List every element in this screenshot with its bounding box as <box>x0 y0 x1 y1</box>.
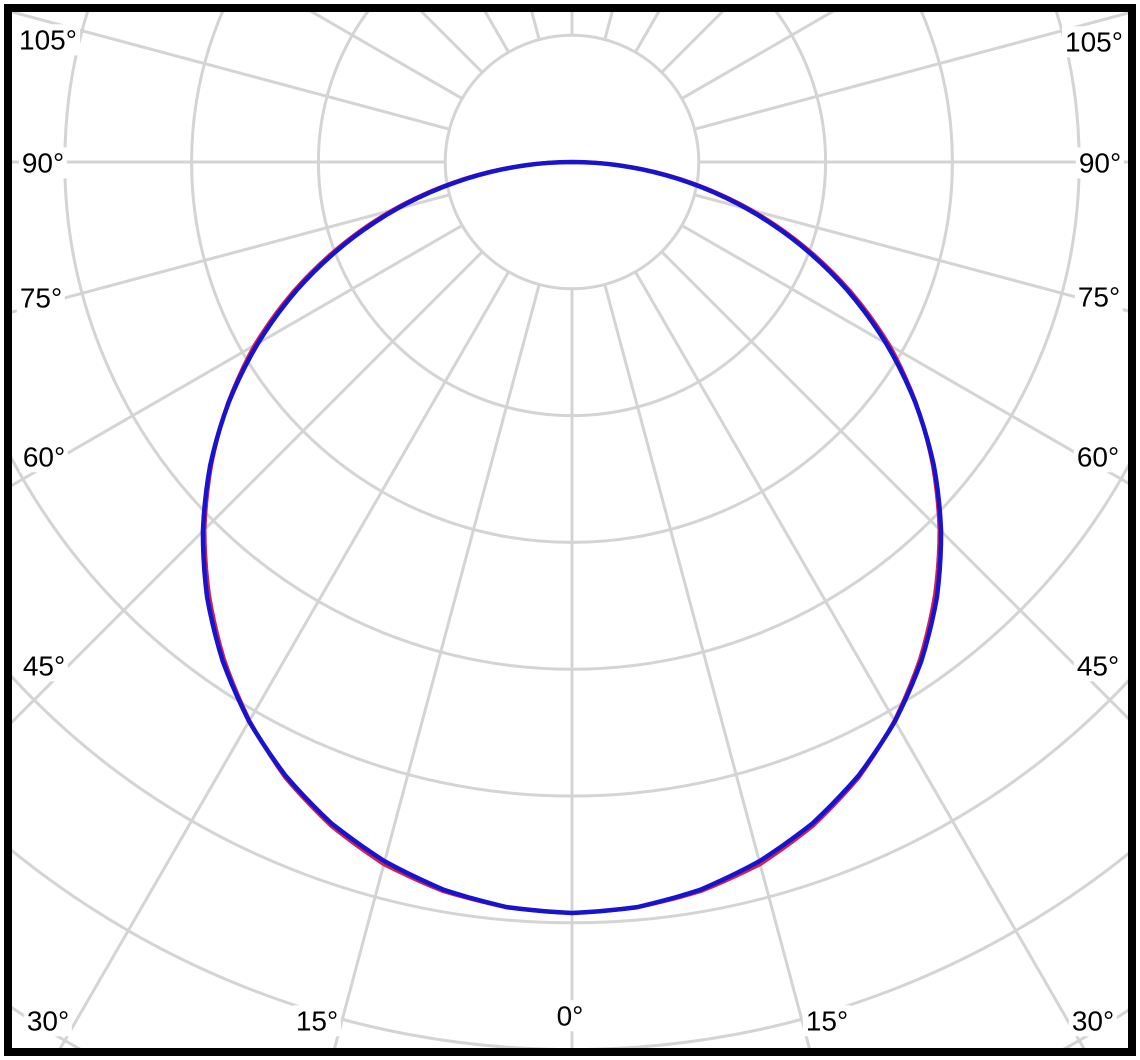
grid-radial-line <box>333 284 541 1048</box>
angle-tick-label: 45° <box>19 650 69 682</box>
angle-tick-label: 90° <box>18 147 68 179</box>
angle-tick-label: 30° <box>23 1005 73 1037</box>
grid-radial-line <box>58 271 510 1048</box>
grid-radial-line <box>603 284 811 1048</box>
angle-tick-label: 15° <box>292 1005 342 1037</box>
angle-tick-label: 60° <box>19 441 69 473</box>
angle-tick-label: 0° <box>553 1000 587 1032</box>
grid-radial-line <box>12 193 450 314</box>
grid-radial-line <box>12 12 450 131</box>
grid-radial-line <box>12 224 463 488</box>
blue-curve <box>200 159 944 916</box>
grid-radial-line <box>660 250 1128 721</box>
grid-radial-line <box>634 271 1086 1048</box>
chart-frame <box>4 4 1136 1056</box>
angle-tick-label: 90° <box>1075 147 1125 179</box>
angle-tick-label: 30° <box>1068 1005 1118 1037</box>
grid-radial-line <box>681 224 1128 485</box>
angle-tick-label: 45° <box>1073 650 1123 682</box>
angle-tick-label: 105° <box>1062 26 1126 58</box>
grid-radial-line <box>694 193 1128 313</box>
grid-radial-line <box>694 12 1128 131</box>
angle-tick-label: 75° <box>16 282 66 314</box>
angle-tick-label: 75° <box>1074 281 1124 313</box>
angle-tick-label: 15° <box>802 1005 852 1037</box>
angle-tick-label: 60° <box>1073 441 1123 473</box>
grid-radial-line <box>12 250 484 725</box>
angle-tick-label: 105° <box>16 24 80 56</box>
